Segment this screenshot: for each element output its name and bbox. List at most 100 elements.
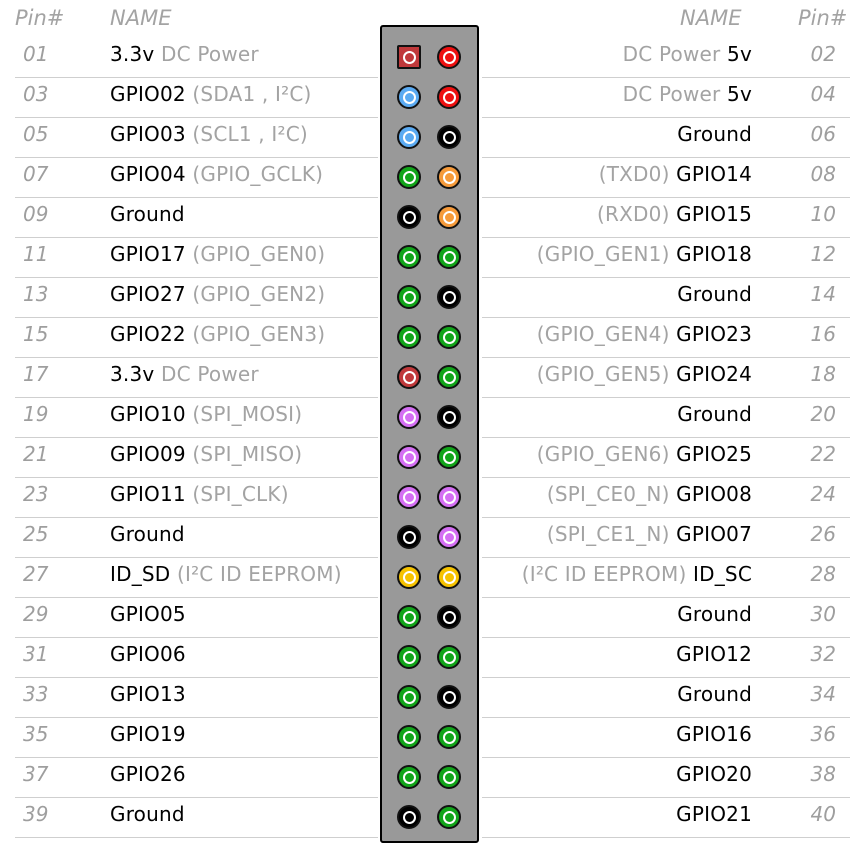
left-pin-row: 07 GPIO04 (GPIO_GCLK) — [15, 157, 378, 198]
left-pin-name: GPIO06 — [110, 642, 186, 666]
even-pin-gpio-icon — [437, 365, 461, 389]
right-pin-number: 12 — [810, 242, 836, 266]
right-pin-name: (RXD0) GPIO15 — [597, 202, 752, 226]
right-pin-name: GPIO20 — [676, 762, 752, 786]
pin-label: GPIO05 — [110, 602, 186, 626]
left-pin-row: 03 GPIO02 (SDA1 , I²C) — [15, 77, 378, 118]
left-pin-row: 39 Ground — [15, 797, 378, 838]
left-pin-row: 17 3.3v DC Power — [15, 357, 378, 398]
right-pin-number: 40 — [810, 802, 836, 826]
right-pin-name: (GPIO_GEN4) GPIO23 — [537, 322, 752, 346]
pin-function: (I²C ID EEPROM) — [170, 562, 342, 586]
odd-pin-ground-icon — [397, 525, 421, 549]
right-pin-row: GPIO12 32 — [482, 637, 850, 678]
left-pin-number: 23 — [23, 482, 49, 506]
right-pin-row: GPIO20 38 — [482, 757, 850, 798]
pin-label: Ground — [677, 682, 752, 706]
left-pin-name: 3.3v DC Power — [110, 42, 259, 66]
pin-function: (GPIO_GEN1) — [536, 242, 677, 266]
right-pin-row: (GPIO_GEN6) GPIO25 22 — [482, 437, 850, 478]
pin-function: (GPIO_GEN3) — [185, 322, 326, 346]
pin-function: (SPI_CLK) — [185, 482, 289, 506]
pin-label: GPIO10 — [110, 402, 186, 426]
left-pin-row: 31 GPIO06 — [15, 637, 378, 678]
right-pin-number: 32 — [810, 642, 836, 666]
left-pin-number: 31 — [23, 642, 49, 666]
left-pin-name: GPIO19 — [110, 722, 186, 746]
pin-label: GPIO15 — [676, 202, 752, 226]
left-pin-name: Ground — [110, 522, 185, 546]
even-pin-gpio-icon — [437, 325, 461, 349]
right-pin-row: (SPI_CE1_N) GPIO07 26 — [482, 517, 850, 558]
pin-label: GPIO06 — [110, 642, 186, 666]
left-pin-row: 21 GPIO09 (SPI_MISO) — [15, 437, 378, 478]
even-pin-gpio-icon — [437, 445, 461, 469]
left-pin-number: 03 — [23, 82, 49, 106]
pin-label: GPIO09 — [110, 442, 186, 466]
right-pin-row: (RXD0) GPIO15 10 — [482, 197, 850, 238]
right-pin-number: 16 — [810, 322, 836, 346]
right-pin-number: 06 — [810, 122, 836, 146]
left-pin-name: Ground — [110, 802, 185, 826]
left-pin-number: 15 — [23, 322, 49, 346]
pin-label: GPIO02 — [110, 82, 186, 106]
left-pin-row: 27 ID_SD (I²C ID EEPROM) — [15, 557, 378, 598]
odd-pin-spi-icon — [397, 445, 421, 469]
pin-label: 5v — [727, 82, 752, 106]
pin-label: GPIO19 — [110, 722, 186, 746]
pin-label: Ground — [677, 402, 752, 426]
right-pin-number: 08 — [810, 162, 836, 186]
odd-pin-gpio-icon — [397, 325, 421, 349]
left-pin-row: 05 GPIO03 (SCL1 , I²C) — [15, 117, 378, 158]
right-pin-name: DC Power 5v — [623, 42, 752, 66]
even-pin-uart-icon — [437, 205, 461, 229]
left-pin-name: GPIO04 (GPIO_GCLK) — [110, 162, 323, 186]
pin-function: (GPIO_GEN2) — [185, 282, 326, 306]
right-pin-row: GPIO16 36 — [482, 717, 850, 758]
pin-label: GPIO20 — [676, 762, 752, 786]
pin-function: (GPIO_GEN6) — [536, 442, 677, 466]
left-pin-header: Pin# — [15, 6, 65, 30]
odd-pin-gpio-icon — [397, 165, 421, 189]
right-pin-name: (GPIO_GEN6) GPIO25 — [537, 442, 752, 466]
even-pin-power-5v-icon — [437, 45, 461, 69]
odd-pin-gpio-icon — [397, 285, 421, 309]
odd-pin-i2c-icon — [397, 85, 421, 109]
left-pin-row: 15 GPIO22 (GPIO_GEN3) — [15, 317, 378, 358]
pin-function: (GPIO_GCLK) — [185, 162, 324, 186]
right-pin-number: 02 — [810, 42, 836, 66]
pin-label: GPIO08 — [676, 482, 752, 506]
left-pin-number: 21 — [23, 442, 49, 466]
right-pin-number: 30 — [810, 602, 836, 626]
left-pin-row: 35 GPIO19 — [15, 717, 378, 758]
left-pin-row: 37 GPIO26 — [15, 757, 378, 798]
even-pin-gpio-icon — [437, 805, 461, 829]
right-pin-name: (SPI_CE1_N) GPIO07 — [547, 522, 752, 546]
pin-function: (SPI_CE0_N) — [546, 482, 677, 506]
left-pin-number: 09 — [23, 202, 49, 226]
odd-pin-spi-icon — [397, 485, 421, 509]
pin-label: GPIO17 — [110, 242, 186, 266]
right-pin-number: 36 — [810, 722, 836, 746]
pin-function: DC Power — [154, 42, 259, 66]
pin-label: GPIO04 — [110, 162, 186, 186]
left-pin-number: 13 — [23, 282, 49, 306]
even-pin-ground-icon — [437, 605, 461, 629]
even-pin-uart-icon — [437, 165, 461, 189]
even-pin-gpio-icon — [437, 765, 461, 789]
right-pin-row: (TXD0) GPIO14 08 — [482, 157, 850, 198]
left-pin-number: 37 — [23, 762, 49, 786]
pin-label: ID_SC — [693, 562, 752, 586]
right-pin-name: (GPIO_GEN5) GPIO24 — [537, 362, 752, 386]
right-pin-row: Ground 06 — [482, 117, 850, 158]
pin-label: GPIO16 — [676, 722, 752, 746]
left-pin-name: 3.3v DC Power — [110, 362, 259, 386]
left-name-header: NAME — [110, 6, 172, 30]
right-pin-number: 20 — [810, 402, 836, 426]
odd-pin-power-3v3-icon — [397, 365, 421, 389]
left-pin-name: GPIO11 (SPI_CLK) — [110, 482, 289, 506]
right-pin-name: (SPI_CE0_N) GPIO08 — [547, 482, 752, 506]
left-pin-number: 01 — [23, 42, 49, 66]
pin-label: GPIO23 — [676, 322, 752, 346]
right-pin-row: DC Power 5v 02 — [482, 37, 850, 78]
